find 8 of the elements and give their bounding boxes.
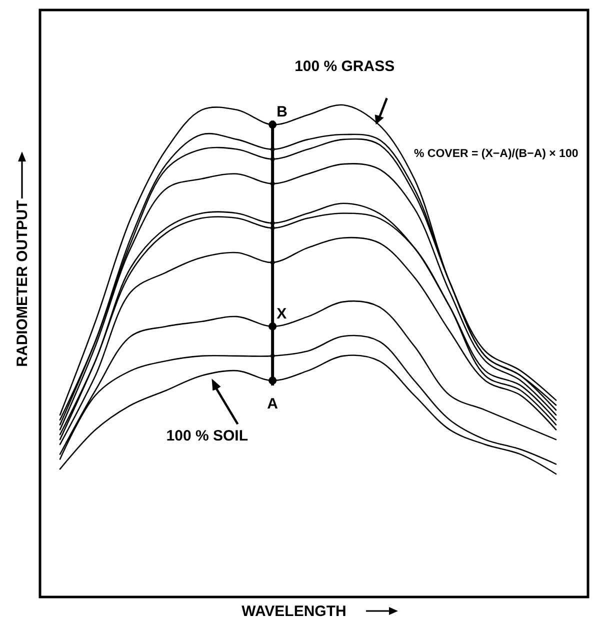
annotation: A bbox=[267, 396, 278, 413]
annotation: B bbox=[276, 104, 288, 121]
annotation: 100 % SOIL bbox=[166, 428, 248, 445]
x-axis-title: WAVELENGTH bbox=[242, 603, 346, 619]
annotation: % COVER = (X−A)/(B−A) × 100 bbox=[414, 148, 578, 160]
text: 100 % GRASS bbox=[294, 58, 395, 75]
y-axis-title: RADIOMETER OUTPUT bbox=[14, 200, 31, 367]
annotation: X bbox=[276, 305, 287, 322]
